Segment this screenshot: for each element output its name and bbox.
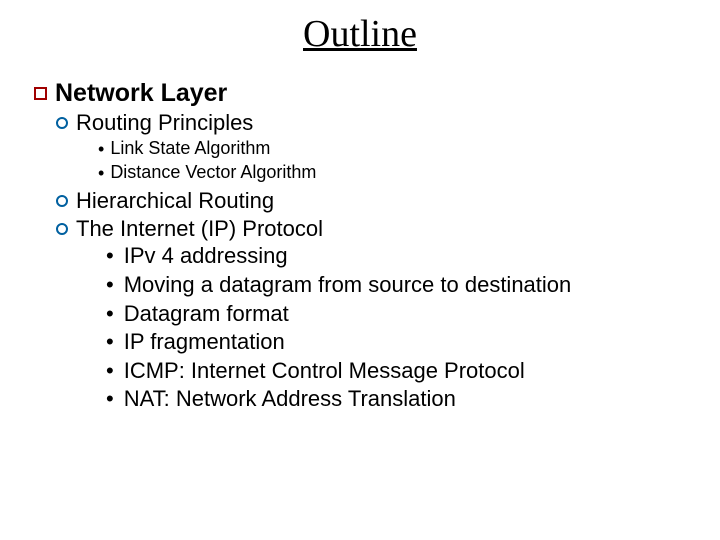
level1-item: Network Layer bbox=[34, 78, 694, 109]
level1-text: Network Layer bbox=[55, 78, 227, 109]
circle-bullet-icon bbox=[56, 117, 68, 129]
level3-text: IP fragmentation bbox=[124, 328, 285, 356]
square-bullet-icon bbox=[34, 87, 47, 100]
dot-bullet-icon: • bbox=[106, 300, 114, 329]
level3-item: • Link State Algorithm bbox=[98, 137, 694, 161]
dot-bullet-icon: • bbox=[106, 385, 114, 414]
level2-item-hierarchical: Hierarchical Routing bbox=[56, 187, 694, 215]
dot-bullet-icon: • bbox=[106, 328, 114, 357]
level3-text: IPv 4 addressing bbox=[124, 242, 288, 270]
level3-item: • IPv 4 addressing bbox=[106, 242, 694, 271]
dot-bullet-icon: • bbox=[106, 357, 114, 386]
dot-bullet-icon: • bbox=[106, 242, 114, 271]
level3-item: • Distance Vector Algorithm bbox=[98, 161, 694, 185]
level3-text: Moving a datagram from source to destina… bbox=[124, 271, 572, 299]
level2-text: The Internet (IP) Protocol bbox=[76, 215, 323, 243]
level3-item: • Datagram format bbox=[106, 300, 694, 329]
level3-text: Distance Vector Algorithm bbox=[110, 161, 316, 184]
dot-bullet-icon: • bbox=[98, 161, 104, 185]
level2-text: Hierarchical Routing bbox=[76, 187, 274, 215]
level3-item: • IP fragmentation bbox=[106, 328, 694, 357]
dot-bullet-icon: • bbox=[98, 137, 104, 161]
circle-bullet-icon bbox=[56, 195, 68, 207]
level2-item-routing: Routing Principles bbox=[56, 109, 694, 137]
dot-bullet-icon: • bbox=[106, 271, 114, 300]
level2-text: Routing Principles bbox=[76, 109, 253, 137]
level3-item: • Moving a datagram from source to desti… bbox=[106, 271, 694, 300]
level3-text: ICMP: Internet Control Message Protocol bbox=[124, 357, 525, 385]
level3-text: NAT: Network Address Translation bbox=[124, 385, 456, 413]
circle-bullet-icon bbox=[56, 223, 68, 235]
level3-text: Link State Algorithm bbox=[110, 137, 270, 160]
level3-item: • ICMP: Internet Control Message Protoco… bbox=[106, 357, 694, 386]
level3-text: Datagram format bbox=[124, 300, 289, 328]
level2-item-ip: The Internet (IP) Protocol bbox=[56, 215, 694, 243]
slide-content: Network Layer Routing Principles • Link … bbox=[34, 78, 694, 414]
level3-item: • NAT: Network Address Translation bbox=[106, 385, 694, 414]
slide-title: Outline bbox=[0, 12, 720, 56]
slide: Outline Network Layer Routing Principles… bbox=[0, 0, 720, 540]
